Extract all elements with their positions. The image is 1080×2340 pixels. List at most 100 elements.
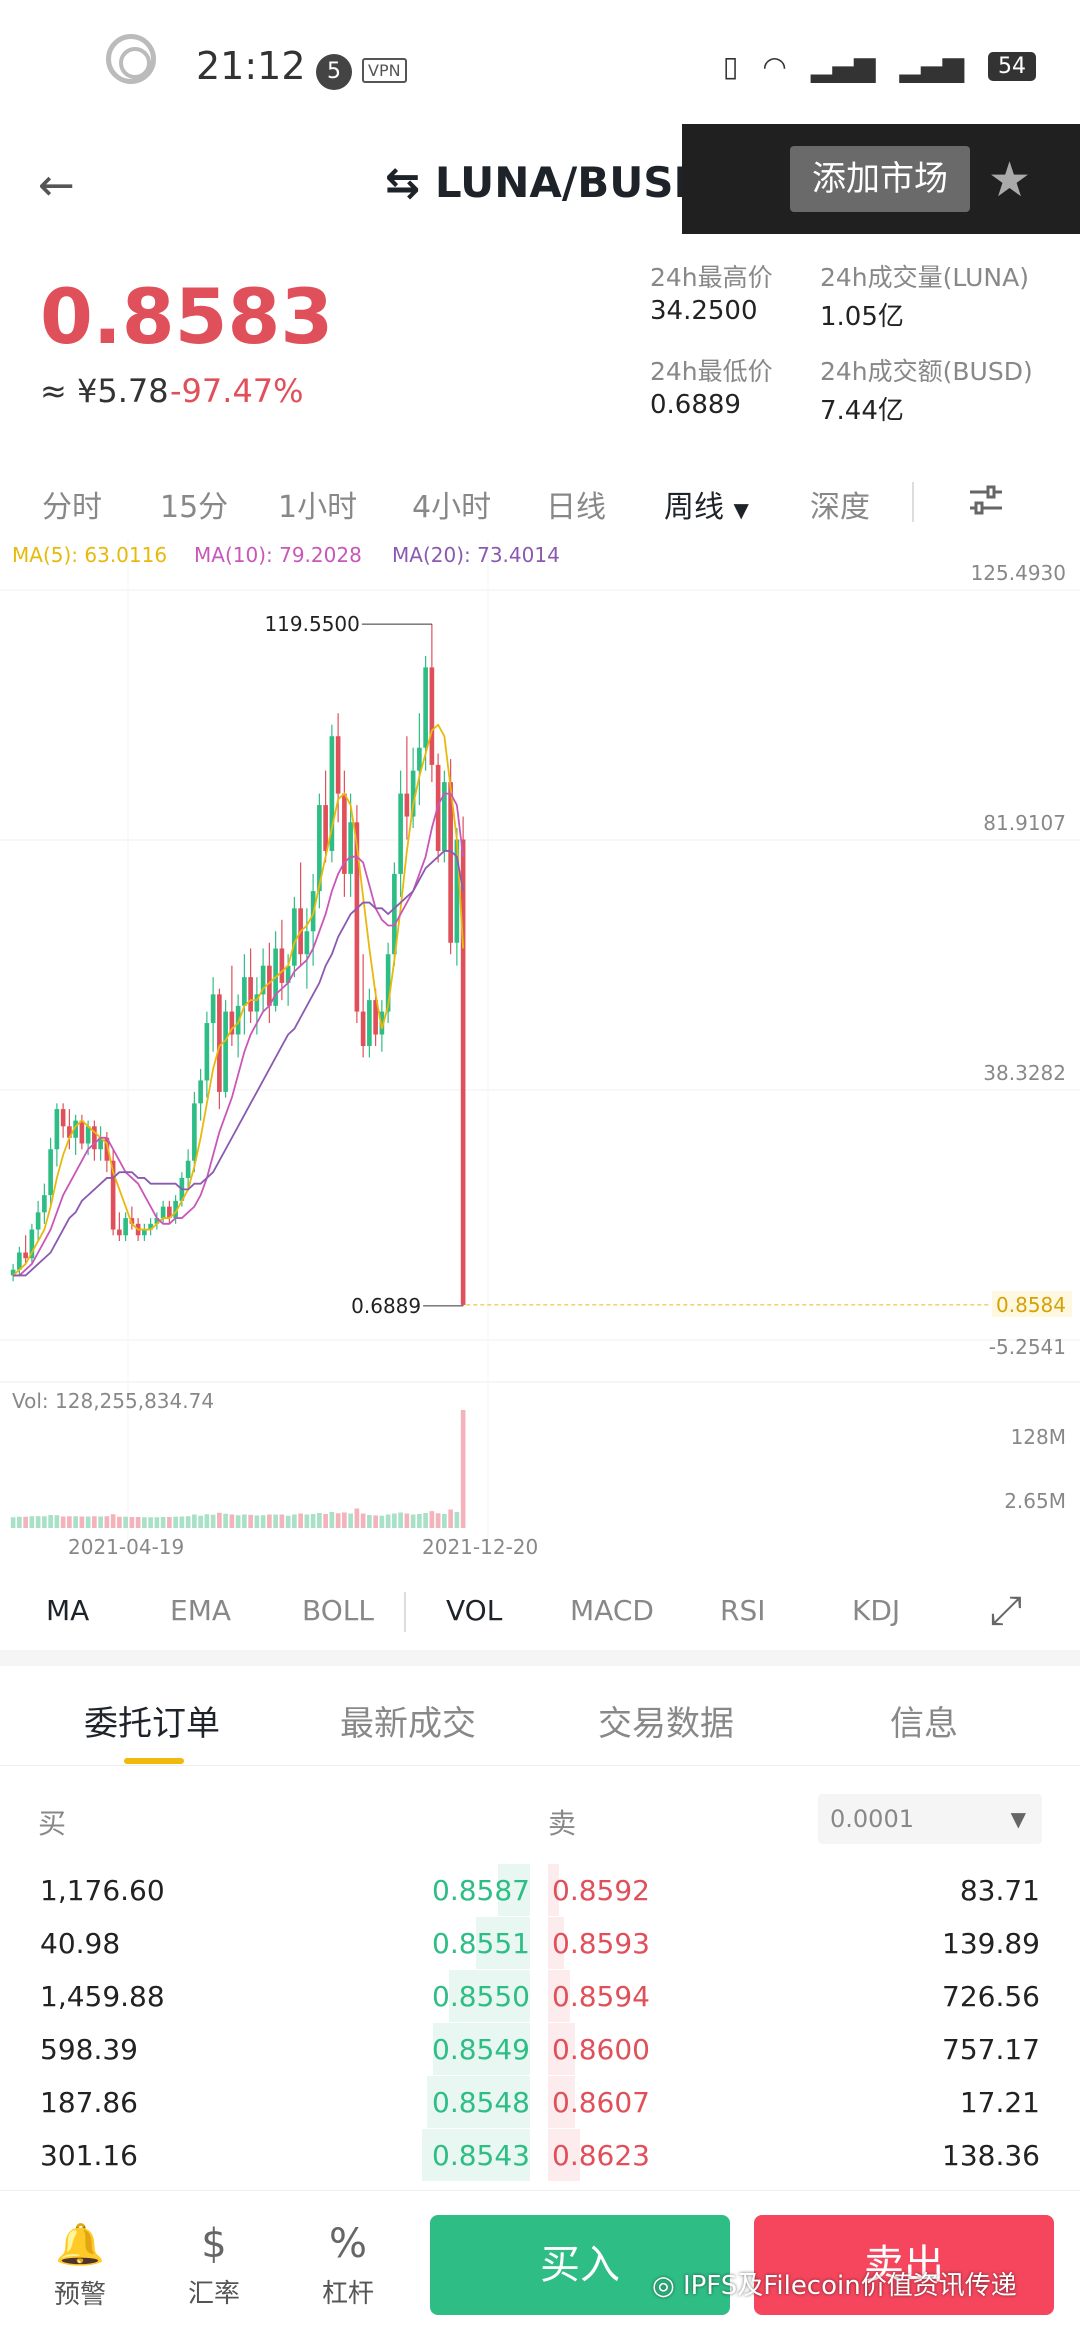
candle-body: [267, 965, 272, 1006]
buy-price: 0.8548: [432, 2086, 530, 2119]
tab-orderbook[interactable]: 委托订单: [84, 1704, 220, 1744]
volume-bar: [267, 1514, 272, 1528]
last-price-label: 0.8584: [996, 1293, 1066, 1317]
volume-bar: [229, 1514, 235, 1528]
buy-depth-bar: [422, 2129, 530, 2181]
volume-legend: Vol: 128,255,834.74: [12, 1389, 214, 1413]
ind-kdj[interactable]: KDJ: [852, 1594, 901, 1627]
candle-body: [423, 667, 428, 748]
candle-body: [317, 805, 322, 892]
volume-bar: [248, 1514, 253, 1528]
volume-bar: [435, 1513, 441, 1528]
volume-bar: [85, 1516, 91, 1528]
candle-body: [235, 1005, 241, 1035]
signal-2-icon: ▂▄▆: [899, 50, 964, 83]
candle-body: [292, 908, 297, 966]
orderbook-row[interactable]: 1,176.60 0.8587 0.8592 83.71: [0, 1864, 1080, 1916]
candle-body: [367, 1000, 372, 1046]
back-arrow-icon[interactable]: ←: [38, 160, 75, 211]
stat-low-value: 0.6889: [650, 390, 741, 420]
candle-body: [373, 1000, 378, 1035]
tab-15m[interactable]: 15分: [160, 490, 229, 525]
favorite-star-icon[interactable]: ★: [988, 152, 1032, 208]
orderbook-row[interactable]: 598.39 0.8549 0.8600 757.17: [0, 2023, 1080, 2075]
ind-macd[interactable]: MACD: [570, 1594, 654, 1627]
orderbook-row[interactable]: 1,459.88 0.8550 0.8594 726.56: [0, 1970, 1080, 2022]
sell-price: 0.8607: [552, 2086, 650, 2119]
buy-depth-bar: [449, 1970, 530, 2022]
vol-tick-bottom: 2.65M: [1004, 1489, 1066, 1513]
buy-quantity: 1,176.60: [40, 1874, 165, 1907]
fullscreen-icon[interactable]: ⤢: [990, 1588, 1022, 1634]
tab-info[interactable]: 信息: [890, 1704, 958, 1744]
tab-trades[interactable]: 最新成交: [340, 1704, 476, 1744]
notification-count-badge: 5: [316, 54, 352, 90]
indicator-divider: [404, 1592, 406, 1632]
ind-rsi[interactable]: RSI: [720, 1594, 766, 1627]
last-price: 0.8583: [40, 272, 334, 361]
volume-bar: [198, 1515, 203, 1528]
precision-value: 0.0001: [830, 1805, 914, 1833]
sell-quantity: 139.89: [942, 1927, 1040, 1960]
orderbook-row[interactable]: 187.86 0.8548 0.8607 17.21: [0, 2076, 1080, 2128]
tab-1w[interactable]: 周线 ▼: [664, 482, 749, 526]
sell-quantity: 726.56: [942, 1980, 1040, 2013]
rate-button[interactable]: $ 汇率: [164, 2221, 264, 2310]
tab-4h[interactable]: 4小时: [412, 490, 492, 525]
candle-body: [260, 965, 266, 995]
volume-bar: [210, 1514, 216, 1528]
volume-bar: [417, 1514, 422, 1528]
caret-down-icon: ▼: [733, 498, 749, 522]
candle-body: [392, 873, 397, 955]
ind-vol[interactable]: VOL: [446, 1594, 503, 1627]
volume-bar: [167, 1517, 172, 1528]
price-change: -97.47%: [170, 372, 304, 410]
volume-bar: [117, 1516, 122, 1528]
sell-depth-bar: [548, 1917, 565, 1969]
price-axis: 125.4930 81.9107 38.3282 -5.2541: [971, 561, 1066, 1359]
candle-body: [185, 1160, 191, 1178]
tab-depth[interactable]: 深度: [810, 490, 870, 525]
volume-bar: [98, 1516, 103, 1528]
volume-bar: [429, 1511, 435, 1528]
pair-title[interactable]: ⇆ LUNA/BUSD: [385, 158, 708, 207]
sell-depth-bar: [548, 1970, 570, 2022]
ind-ema[interactable]: EMA: [170, 1594, 232, 1627]
orderbook-row[interactable]: 40.98 0.8551 0.8593 139.89: [0, 1917, 1080, 1969]
bottom-action-bar: 🔔 预警 $ 汇率 % 杠杆 买入 卖出: [0, 2190, 1080, 2340]
candle-body: [454, 839, 460, 943]
sell-quantity: 757.17: [942, 2033, 1040, 2066]
tab-time[interactable]: 分时: [42, 490, 102, 525]
candle-body: [48, 1149, 53, 1196]
orderbook-row[interactable]: 301.16 0.8543 0.8623 138.36: [0, 2129, 1080, 2181]
sell-button[interactable]: 卖出: [754, 2215, 1054, 2315]
chart-settings-icon[interactable]: [966, 480, 1006, 520]
candle-body: [60, 1109, 66, 1127]
volume-bar: [329, 1512, 335, 1528]
buy-price: 0.8551: [432, 1927, 530, 1960]
candle-body: [410, 770, 416, 817]
buy-button[interactable]: 买入: [430, 2215, 730, 2315]
kline-chart[interactable]: MA(5): 63.0116 MA(10): 79.2028 MA(20): 7…: [0, 540, 1080, 1580]
buy-price: 0.8550: [432, 1980, 530, 2013]
precision-select[interactable]: 0.0001 ▼: [818, 1794, 1042, 1844]
volume-bar: [129, 1517, 135, 1528]
rate-label: 汇率: [187, 2279, 240, 2309]
candle-body: [379, 1011, 385, 1035]
last-price-tag: [992, 1290, 1072, 1317]
status-bar: 21:12 5 VPN ▯ ◠ ▂▄▆ ▂▄▆ 54: [0, 0, 1080, 130]
add-market-button[interactable]: 添加市场: [790, 146, 970, 212]
alert-button[interactable]: 🔔 预警: [30, 2221, 130, 2311]
candle-body: [460, 839, 466, 1305]
candle-body: [223, 1011, 228, 1092]
leverage-button[interactable]: % 杠杆: [298, 2221, 398, 2310]
ind-boll[interactable]: BOLL: [302, 1594, 374, 1627]
sell-depth-bar: [548, 2076, 575, 2128]
chart-grid: [0, 540, 1080, 1540]
tab-1h[interactable]: 1小时: [278, 490, 358, 525]
ind-ma[interactable]: MA: [46, 1594, 90, 1627]
candle-body: [73, 1120, 78, 1138]
tab-trade-data[interactable]: 交易数据: [598, 1704, 734, 1744]
candle-body: [92, 1126, 97, 1150]
tab-1d[interactable]: 日线: [546, 490, 606, 525]
